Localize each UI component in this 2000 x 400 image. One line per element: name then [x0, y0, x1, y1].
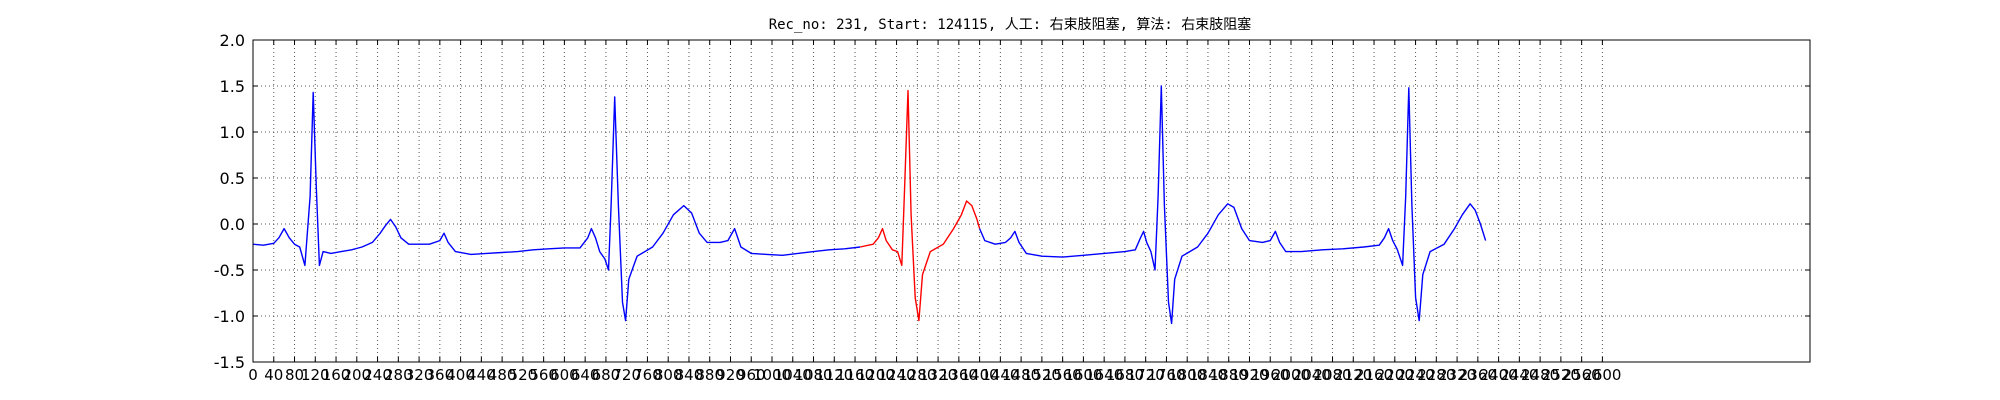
- x-tick-label: 680: [592, 366, 621, 384]
- x-tick-label: 1760: [1147, 366, 1185, 384]
- x-tick-label: 2320: [1438, 366, 1476, 384]
- x-tick-label: 640: [571, 366, 600, 384]
- x-tick-label: 2440: [1500, 366, 1538, 384]
- x-tick-label: 440: [467, 366, 496, 384]
- y-tick-label: 0.0: [220, 215, 245, 234]
- x-tick-label: 1880: [1210, 366, 1248, 384]
- y-tick-label: 2.0: [220, 31, 245, 50]
- x-tick-label: 2160: [1355, 366, 1393, 384]
- x-tick-label: 1080: [794, 366, 832, 384]
- x-tick-label: 2000: [1272, 366, 1310, 384]
- x-tick-label: 0: [248, 366, 258, 384]
- x-tick-label: 2480: [1521, 366, 1559, 384]
- x-tick-label: 1480: [1002, 366, 1040, 384]
- ecg-trace-before: [252, 91, 861, 322]
- x-tick-label: 80: [285, 366, 304, 384]
- x-tick-label: 2400: [1480, 366, 1518, 384]
- x-tick-label: 240: [363, 366, 392, 384]
- ecg-trace-highlighted: [860, 89, 981, 322]
- series-group: [252, 85, 1487, 325]
- chart-title: Rec_no: 231, Start: 124115, 人工: 右束肢阻塞, 算…: [769, 16, 1252, 33]
- x-tick-label: 160: [322, 366, 351, 384]
- x-tick-label: 960: [737, 366, 766, 384]
- x-tick-label: 2200: [1376, 366, 1414, 384]
- x-tick-label: 1720: [1127, 366, 1165, 384]
- plot-frame: [252, 39, 1811, 363]
- x-tick-label: 1320: [919, 366, 957, 384]
- x-tick-label: 1520: [1023, 366, 1061, 384]
- x-tick-label: 1680: [1106, 366, 1144, 384]
- x-tick-label: 1280: [898, 366, 936, 384]
- y-tick-label: -0.5: [214, 261, 245, 280]
- x-tick-label: 2360: [1459, 366, 1497, 384]
- x-tick-label: 920: [716, 366, 745, 384]
- x-tick-label: 800: [654, 366, 683, 384]
- x-tick-label: 320: [405, 366, 434, 384]
- x-tick-label: 760: [633, 366, 662, 384]
- x-tick-label: 1840: [1189, 366, 1227, 384]
- x-tick-label: 360: [426, 366, 455, 384]
- x-tick-label: 520: [509, 366, 538, 384]
- x-tick-label: 840: [675, 366, 704, 384]
- x-tick-label: 1000: [753, 366, 791, 384]
- x-tick-label: 1120: [815, 366, 853, 384]
- x-tick-label: 1600: [1064, 366, 1102, 384]
- x-tick-label: 2120: [1334, 366, 1372, 384]
- x-tick-label: 200: [342, 366, 371, 384]
- x-tick-label: 1040: [774, 366, 812, 384]
- y-tick-label: -1.0: [214, 307, 245, 326]
- x-tick-label: 2560: [1563, 366, 1601, 384]
- x-tick-label: 280: [384, 366, 413, 384]
- x-tick-label: 1160: [836, 366, 874, 384]
- x-tick-label: 1440: [981, 366, 1019, 384]
- x-tick-label: 2080: [1313, 366, 1351, 384]
- x-tick-label: 2280: [1417, 366, 1455, 384]
- x-tick-label: 1920: [1230, 366, 1268, 384]
- x-tick-label: 880: [695, 366, 724, 384]
- x-tick-label: 1200: [857, 366, 895, 384]
- x-tick-label: 560: [529, 366, 558, 384]
- y-axis: -1.5 -1.0 -0.5 0.0 0.5 1.0 1.5 2.0: [214, 31, 1810, 372]
- ecg-trace-after: [978, 85, 1487, 325]
- x-tick-label: 2240: [1396, 366, 1434, 384]
- y-tick-label: 1.5: [220, 77, 245, 96]
- x-axis: 0 40 8012016020024028032036040044048052056…: [248, 40, 1621, 384]
- x-tick-label: 1640: [1085, 366, 1123, 384]
- x-tick-label: 600: [550, 366, 579, 384]
- y-tick-label: -1.5: [214, 353, 245, 372]
- y-tick-label: 0.5: [220, 169, 245, 188]
- y-tick-label: 1.0: [220, 123, 245, 142]
- x-tick-label: 2040: [1293, 366, 1331, 384]
- x-tick-label: 40: [264, 366, 283, 384]
- x-tick-label: 1800: [1168, 366, 1206, 384]
- x-tick-label: 720: [612, 366, 641, 384]
- x-tick-label: 400: [446, 366, 475, 384]
- x-tick-label: 1400: [961, 366, 999, 384]
- x-tick-label: 1560: [1044, 366, 1082, 384]
- grid: [252, 39, 1810, 363]
- x-tick-label: 2600: [1583, 366, 1621, 384]
- x-tick-label: 120: [301, 366, 330, 384]
- x-tick-label: 1360: [940, 366, 978, 384]
- x-tick-label: 1960: [1251, 366, 1289, 384]
- x-tick-label: 1240: [877, 366, 915, 384]
- x-tick-label: 480: [488, 366, 517, 384]
- x-tick-label: 2520: [1542, 366, 1580, 384]
